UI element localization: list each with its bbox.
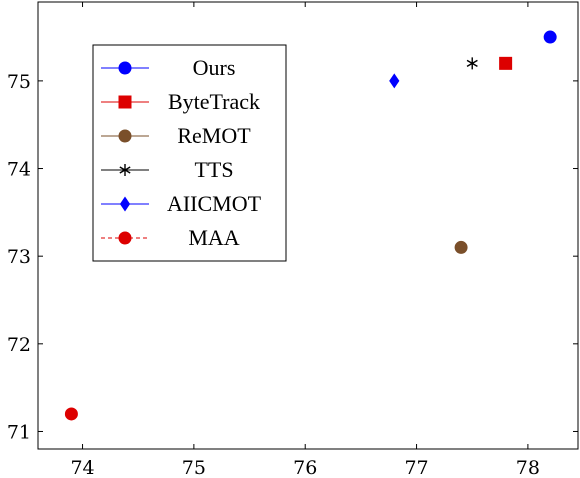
point-aiicmot	[389, 73, 400, 89]
legend-marker-ours	[118, 61, 132, 75]
legend-label-remot: ReMOT	[177, 123, 251, 148]
point-bytetrack	[499, 56, 513, 70]
legend-marker-remot	[118, 129, 132, 143]
legend-label-tts: TTS	[194, 157, 233, 182]
legend-marker-bytetrack	[118, 95, 132, 109]
legend-entry-aiicmot: AIICMOT	[101, 191, 262, 216]
legend-label-maa: MAA	[188, 225, 239, 250]
legend-label-ours: Ours	[193, 55, 236, 80]
legend: Ours ByteTrack ReMOT TTS AIICMOT MAA	[92, 44, 287, 262]
x-tick-label: 75	[182, 457, 206, 478]
legend-box	[92, 44, 287, 262]
legend-marker-maa	[118, 231, 132, 245]
point-remot	[454, 240, 468, 254]
plot-frame	[37, 1, 579, 450]
legend-entry-bytetrack: ByteTrack	[101, 89, 260, 114]
y-tick-label: 73	[7, 246, 31, 268]
x-tick-label: 78	[516, 457, 540, 478]
legend-entries: Ours ByteTrack ReMOT TTS AIICMOT MAA	[101, 55, 262, 250]
y-axis: 71 72 73 74 75	[7, 71, 578, 443]
point-maa	[64, 407, 78, 421]
legend-marker-tts	[119, 164, 131, 176]
legend-entry-maa: MAA	[101, 225, 240, 250]
y-tick-label: 75	[7, 71, 31, 93]
point-ours	[543, 30, 557, 44]
y-tick-label: 71	[7, 421, 31, 443]
legend-label-aiicmot: AIICMOT	[167, 191, 262, 216]
x-tick-label: 74	[70, 457, 94, 478]
legend-label-bytetrack: ByteTrack	[168, 89, 260, 114]
legend-entry-remot: ReMOT	[101, 123, 251, 148]
point-tts	[466, 57, 478, 70]
y-tick-label: 72	[7, 334, 31, 356]
y-tick-label: 74	[7, 159, 31, 181]
data-points	[64, 30, 557, 421]
x-tick-label: 77	[404, 457, 428, 478]
x-axis: 74 75 76 77 78	[70, 2, 540, 478]
legend-entry-tts: TTS	[101, 157, 234, 182]
x-tick-label: 76	[293, 457, 317, 478]
legend-marker-aiicmot	[119, 196, 131, 212]
legend-entry-ours: Ours	[101, 55, 235, 80]
